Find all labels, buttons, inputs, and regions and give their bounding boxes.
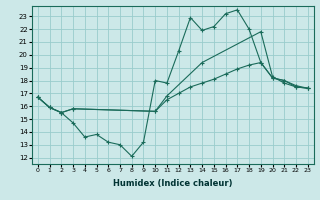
X-axis label: Humidex (Indice chaleur): Humidex (Indice chaleur) — [113, 179, 233, 188]
